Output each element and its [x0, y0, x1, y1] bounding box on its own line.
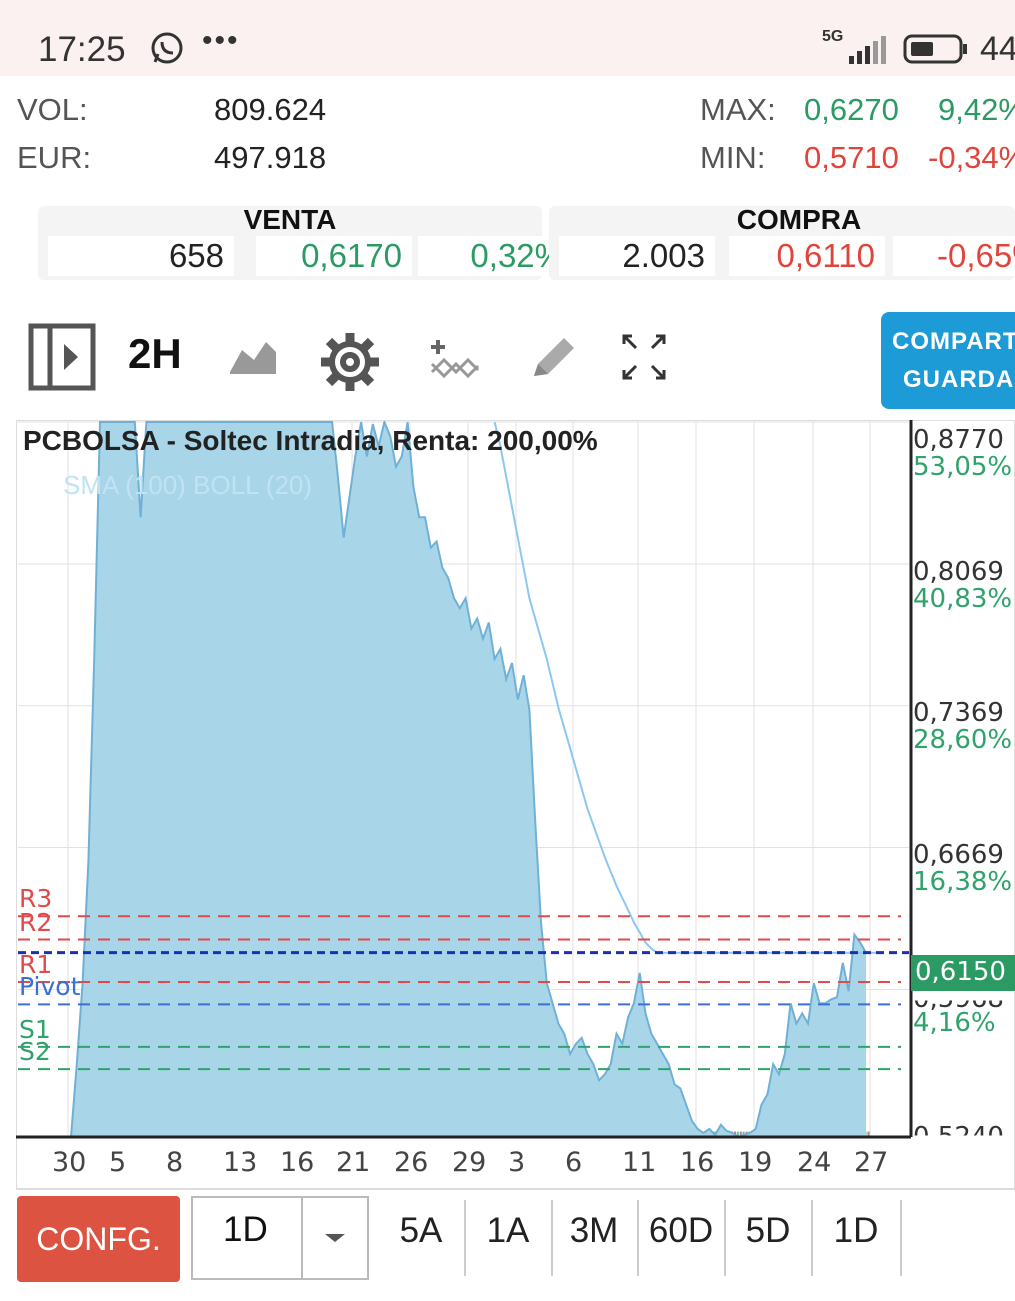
- price-area: [71, 422, 866, 1137]
- x-tick-label: 29: [452, 1147, 487, 1178]
- x-tick-label: 8: [166, 1147, 184, 1178]
- compra-price: 0,6110: [729, 236, 885, 276]
- compra-title: COMPRA: [736, 206, 862, 235]
- y-tick-percent: 16,38%: [913, 867, 1013, 897]
- min-percent: -0,34%: [928, 140, 1015, 175]
- eur-label: EUR:: [17, 140, 92, 175]
- add-indicator-icon[interactable]: [428, 322, 480, 392]
- battery-level: 44: [980, 30, 1015, 68]
- range-button-60d[interactable]: 60D: [648, 1211, 714, 1250]
- battery-icon: [903, 34, 967, 64]
- y-tick-price: 0,7369: [913, 698, 1004, 728]
- y-tick-percent: 53,05%: [913, 452, 1013, 482]
- panel-toggle-icon[interactable]: [28, 322, 96, 392]
- x-tick-label: 6: [565, 1147, 583, 1178]
- range-dropdown[interactable]: 1D: [191, 1196, 369, 1280]
- current-price: 0,6150: [915, 957, 1006, 987]
- y-tick-price: 0,5968: [913, 984, 1004, 1015]
- volume-bar: [736, 1131, 739, 1137]
- range-separator: [637, 1200, 639, 1276]
- x-tick-label: 11: [622, 1147, 657, 1178]
- config-button[interactable]: CONFG.: [17, 1196, 180, 1282]
- x-tick-label: 19: [738, 1147, 773, 1178]
- interval-button[interactable]: 2H: [128, 330, 182, 377]
- range-separator: [811, 1200, 813, 1276]
- range-separator: [464, 1200, 466, 1276]
- range-button-3m[interactable]: 3M: [569, 1211, 619, 1250]
- pivot-label-pivot: Pivot: [19, 972, 81, 1002]
- venta-percent: 0,32%: [418, 236, 574, 276]
- save-label: GUARDAR: [903, 366, 1015, 393]
- fullscreen-icon[interactable]: [620, 322, 668, 392]
- vol-label: VOL:: [17, 92, 88, 127]
- y-tick-price: 0,8069: [913, 557, 1004, 587]
- y-tick-price: 0,8770: [913, 425, 1004, 455]
- current-price-badge: 0,6150: [911, 955, 1015, 991]
- chart-legend: SMA (100) BOLL (20): [63, 470, 313, 500]
- y-tick-price: 0,5240: [913, 1122, 1004, 1152]
- x-tick-label: 21: [336, 1147, 371, 1178]
- venta-title: VENTA: [243, 204, 337, 235]
- y-tick-percent: 40,83%: [913, 584, 1013, 614]
- range-separator: [900, 1200, 902, 1276]
- dropdown-divider: [301, 1198, 303, 1278]
- network-label: 5G: [822, 28, 844, 45]
- compra-panel: COMPRA 2.003 0,6110 -0,65%: [549, 206, 1015, 280]
- signal-icon: [849, 36, 886, 64]
- gear-icon[interactable]: [318, 330, 382, 394]
- min-label: MIN:: [700, 140, 766, 175]
- compra-percent: -0,65%: [893, 236, 1015, 276]
- volume-bar: [867, 1131, 870, 1137]
- range-dropdown-value: 1D: [223, 1210, 268, 1249]
- area-chart-icon[interactable]: [228, 322, 278, 392]
- x-tick-label: 5: [109, 1147, 127, 1178]
- venta-price: 0,6170: [256, 236, 412, 276]
- range-button-5a[interactable]: 5A: [399, 1211, 443, 1250]
- y-tick-percent: 4,16%: [913, 1008, 996, 1038]
- eur-value: 497.918: [214, 140, 327, 175]
- x-tick-label: 24: [797, 1147, 832, 1178]
- y-tick-price: 0,6669: [913, 840, 1004, 870]
- venta-qty: 658: [48, 236, 234, 276]
- status-time: 17:25: [38, 30, 126, 69]
- x-tick-label: 27: [854, 1147, 889, 1178]
- pivot-label-r3: R3: [19, 884, 53, 914]
- pivot-label-s1: S1: [19, 1014, 51, 1044]
- share-label: COMPARTIR: [892, 328, 1015, 355]
- draw-pencil-icon[interactable]: [528, 322, 578, 392]
- range-button-5d[interactable]: 5D: [745, 1211, 791, 1250]
- max-value: 0,6270: [804, 92, 899, 127]
- venta-panel: VENTA 658 0,6170 0,32%: [38, 204, 574, 280]
- range-separator: [724, 1200, 726, 1276]
- whatsapp-icon: [151, 32, 183, 64]
- compra-qty: 2.003: [559, 236, 715, 276]
- chart-title: PCBOLSA - Soltec Intradia, Renta: 200,00…: [23, 425, 598, 456]
- share-save-button[interactable]: COMPARTIR GUARDAR: [881, 312, 1015, 409]
- price-chart[interactable]: [16, 420, 1015, 1190]
- pivot-label-s2: S2: [19, 1037, 51, 1067]
- pivot-label-r1: R1: [19, 950, 53, 980]
- range-button-1a[interactable]: 1A: [486, 1211, 530, 1250]
- chevron-down-icon: [325, 1234, 345, 1242]
- price-line: [70, 420, 867, 1139]
- status-bar: 17:25 ••• 5G 44: [0, 0, 1015, 76]
- range-separator: [551, 1200, 553, 1276]
- vol-value: 809.624: [214, 92, 327, 127]
- x-tick-label: 16: [280, 1147, 315, 1178]
- y-tick-percent: 28,60%: [913, 725, 1013, 755]
- volume-bar: [739, 1131, 742, 1137]
- max-percent: 9,42%: [938, 92, 1015, 127]
- range-button-1d[interactable]: 1D: [833, 1211, 879, 1250]
- x-tick-label: 13: [223, 1147, 258, 1178]
- x-tick-label: 26: [394, 1147, 429, 1178]
- x-tick-label: 30: [52, 1147, 87, 1178]
- more-notifications-icon: •••: [202, 24, 240, 57]
- x-tick-label: 16: [680, 1147, 715, 1178]
- x-tick-label: 3: [508, 1147, 526, 1178]
- sma-line: [493, 421, 884, 954]
- min-value: 0,5710: [804, 140, 899, 175]
- max-label: MAX:: [700, 92, 776, 127]
- pivot-label-r2: R2: [19, 907, 53, 937]
